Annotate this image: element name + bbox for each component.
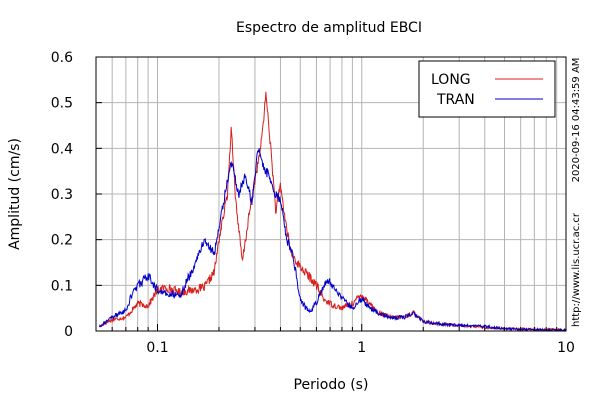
legend-box <box>418 60 556 118</box>
y-tick-label: 0.5 <box>51 96 73 112</box>
y-tick-label: 0.1 <box>51 278 73 294</box>
ticks: 0.1 1 10 0 0.1 0.2 0.3 0.4 0.5 0.6 <box>51 50 575 356</box>
y-axis-label: Amplitud (cm/s) <box>7 138 23 250</box>
source-url-text: http://www.lis.ucr.ac.cr <box>571 212 582 327</box>
chart-title: Espectro de amplitud EBCI <box>236 20 422 36</box>
legend: LONG TRAN <box>418 60 556 118</box>
timestamp-text: 2020-09-16 04:43:59 AM <box>571 58 582 183</box>
y-tick-label: 0.4 <box>51 141 73 157</box>
y-tick-label: 0.2 <box>51 233 73 249</box>
legend-label-tran: TRAN <box>436 92 475 108</box>
y-tick-label: 0.6 <box>51 50 73 66</box>
legend-label-long: LONG <box>431 72 471 88</box>
series-layer <box>99 91 567 332</box>
y-tick-label: 0 <box>64 324 73 340</box>
grid <box>96 57 566 331</box>
series-line-tran <box>99 148 567 332</box>
x-tick-label: 10 <box>557 340 575 356</box>
x-tick-label: 0.1 <box>146 340 168 356</box>
y-tick-label: 0.3 <box>51 187 73 203</box>
x-tick-label: 1 <box>357 340 366 356</box>
series-line-long <box>99 91 567 332</box>
x-axis-label: Periodo (s) <box>294 377 369 393</box>
